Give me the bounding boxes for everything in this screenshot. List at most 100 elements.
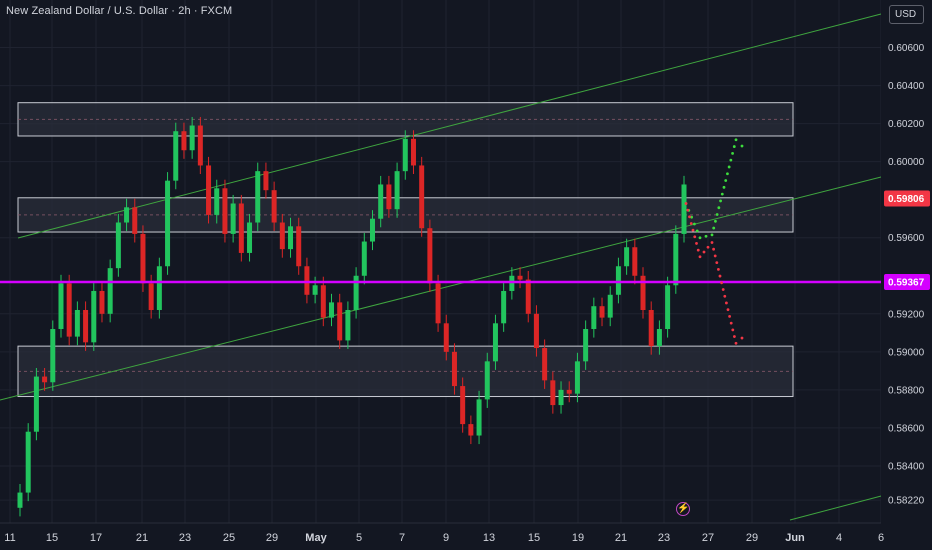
candle-body [402, 138, 408, 172]
projection-dot-down [686, 208, 690, 212]
projection-dot-up [695, 229, 699, 233]
candle-body [255, 171, 261, 223]
current-price-label: 0.59806 [888, 194, 925, 205]
candle-body [624, 247, 630, 267]
projection-dot-up [740, 144, 744, 148]
y-tick-label: 0.59000 [888, 347, 925, 358]
x-tick-label: 11 [4, 532, 15, 544]
x-tick-label: 29 [266, 532, 278, 544]
projection-dot-up [734, 138, 738, 142]
candle-body [501, 290, 507, 324]
projection-dot-down [725, 301, 728, 305]
candle-body [124, 207, 130, 223]
candle-body [673, 233, 679, 286]
projection-dot-down [726, 308, 730, 312]
projection-dot-down [698, 255, 702, 259]
candle-body [681, 184, 687, 234]
projection-dot-up [715, 213, 719, 216]
projection-dot-down [710, 241, 714, 244]
y-tick-label: 0.58600 [888, 423, 925, 434]
projection-dot-down [734, 341, 738, 345]
projection-dot-down [712, 247, 715, 251]
candle-body [329, 302, 335, 318]
projection-dot-down [696, 248, 700, 252]
candle-body [263, 171, 269, 191]
candle-body [247, 222, 253, 253]
trend-line-upper [17, 13, 882, 239]
candle-body [525, 279, 531, 314]
time-axis [0, 523, 881, 550]
projection-dot-down [731, 328, 735, 332]
candle-body [140, 233, 146, 284]
x-tick-label: 7 [399, 532, 405, 544]
candle-body [197, 125, 203, 166]
candle-body [115, 222, 121, 269]
x-tick-label: May [305, 532, 327, 544]
lightning-icon[interactable]: ⚡ [676, 502, 690, 516]
candle-body [476, 399, 482, 436]
projection-dot-up [729, 158, 733, 162]
x-tick-label: 21 [615, 532, 627, 544]
candle-body [33, 376, 39, 432]
candle-body [386, 184, 392, 210]
candle-body [509, 275, 515, 291]
candle-body [656, 329, 662, 347]
candle-body [25, 431, 31, 493]
projection-dot-down [695, 242, 698, 245]
x-tick-label: 25 [223, 532, 235, 544]
x-tick-label: 21 [136, 532, 148, 544]
y-tick-label: 0.60000 [888, 157, 925, 168]
candle-body [181, 131, 187, 151]
projection-dot-down [693, 235, 697, 239]
candle-body [206, 165, 212, 215]
candle-body [378, 184, 384, 219]
candle-body [468, 424, 474, 436]
candle-body [648, 309, 654, 347]
y-tick-label: 0.58220 [888, 496, 925, 507]
candle-body [566, 389, 572, 394]
candle-body [17, 492, 23, 508]
level-price-badge [884, 274, 930, 291]
projection-dot-up [693, 222, 696, 226]
x-tick-label: 9 [443, 532, 449, 544]
y-tick-label: 0.58400 [888, 461, 925, 472]
y-tick-label: 0.60400 [888, 81, 925, 92]
candle-body [361, 241, 367, 276]
candle-body [599, 306, 605, 318]
candle-body [91, 290, 97, 343]
currency-button[interactable]: USD [889, 5, 924, 24]
y-tick-label: 0.60200 [888, 119, 925, 130]
candle-body [574, 361, 580, 394]
projection-dot-down [718, 274, 722, 278]
candle-body [419, 165, 425, 229]
projection-dot-up [714, 219, 717, 223]
x-tick-label: 27 [702, 532, 714, 544]
candle-body [492, 323, 498, 362]
x-tick-label: 6 [878, 532, 884, 544]
candle-body [665, 285, 671, 330]
candle-body [83, 309, 89, 343]
projection-dot-down [717, 267, 720, 271]
projection-dot-down [733, 335, 736, 338]
candle-body [312, 285, 318, 295]
x-tick-label: Jun [785, 532, 805, 544]
candle-body [451, 351, 457, 387]
candle-body [591, 306, 597, 330]
projection-dot-down [721, 288, 725, 291]
symbol-title: New Zealand Dollar / U.S. Dollar · 2h · … [6, 5, 233, 17]
candle-body [435, 283, 441, 324]
candle-body [74, 309, 80, 337]
candle-body [304, 266, 310, 295]
candle-body [222, 188, 228, 234]
x-tick-label: 15 [46, 532, 58, 544]
projection-dot-up [724, 179, 728, 182]
projection-dot-up [727, 165, 731, 169]
x-tick-label: 15 [528, 532, 540, 544]
trend-line-lower [789, 494, 886, 521]
candle-body [484, 361, 490, 400]
candle-body [107, 268, 113, 314]
candle-body [279, 222, 285, 250]
